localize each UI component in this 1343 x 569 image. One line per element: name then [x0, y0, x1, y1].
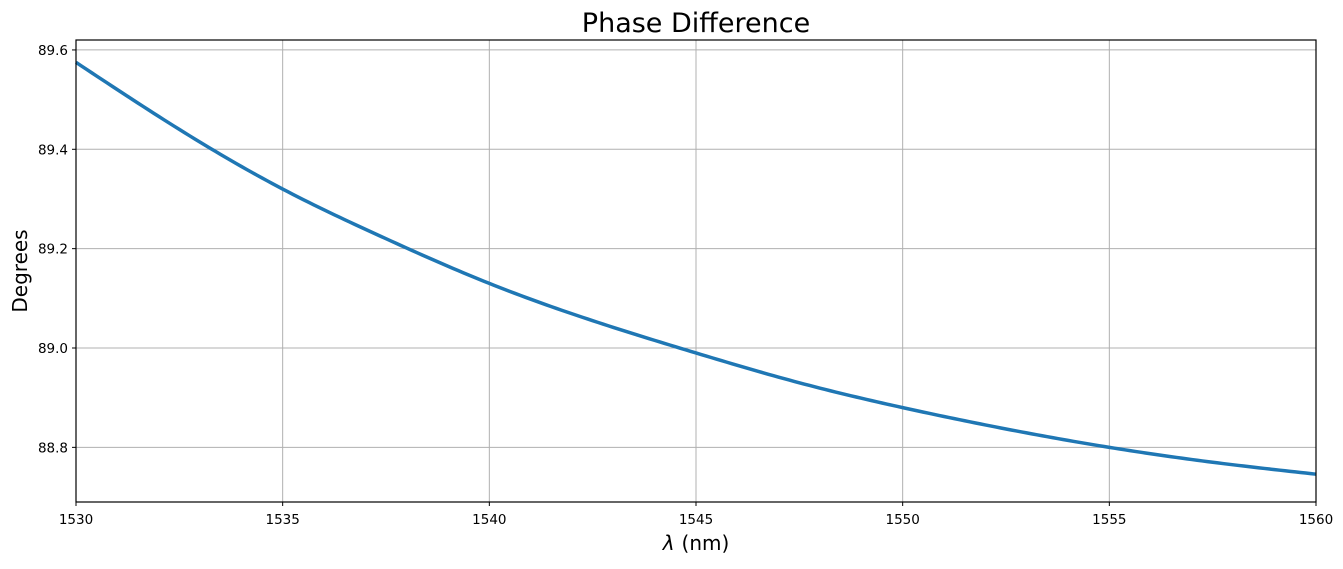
x-tick-label: 1540	[472, 512, 506, 528]
y-axis-label: Degrees	[8, 229, 32, 312]
y-tick-label: 89.0	[38, 341, 68, 357]
x-tick-label: 1535	[265, 512, 299, 528]
series-layer	[75, 60, 1317, 476]
tick-marks	[72, 49, 1317, 506]
y-tick-label: 89.6	[38, 43, 68, 59]
chart-title: Phase Difference	[582, 8, 810, 39]
x-tick-labels: 1530 1535 1540 1545 1550 1555 1560	[59, 512, 1333, 528]
x-axis-label-unit: (nm)	[682, 531, 730, 555]
x-tick-label: 1545	[679, 512, 713, 528]
y-tick-label: 89.4	[38, 142, 68, 158]
y-tick-label: 89.2	[38, 242, 68, 258]
grid	[75, 40, 1317, 502]
x-tick-label: 1560	[1299, 512, 1333, 528]
y-tick-labels: 88.8 89.0 89.2 89.4 89.6	[38, 43, 68, 456]
x-axis-label-symbol: λ	[662, 531, 675, 555]
x-tick-label: 1530	[59, 512, 93, 528]
x-tick-label: 1550	[885, 512, 919, 528]
x-tick-label: 1555	[1092, 512, 1126, 528]
series-line	[75, 60, 1317, 476]
y-tick-label: 88.8	[38, 440, 68, 456]
x-axis-label: λ (nm)	[662, 531, 730, 555]
